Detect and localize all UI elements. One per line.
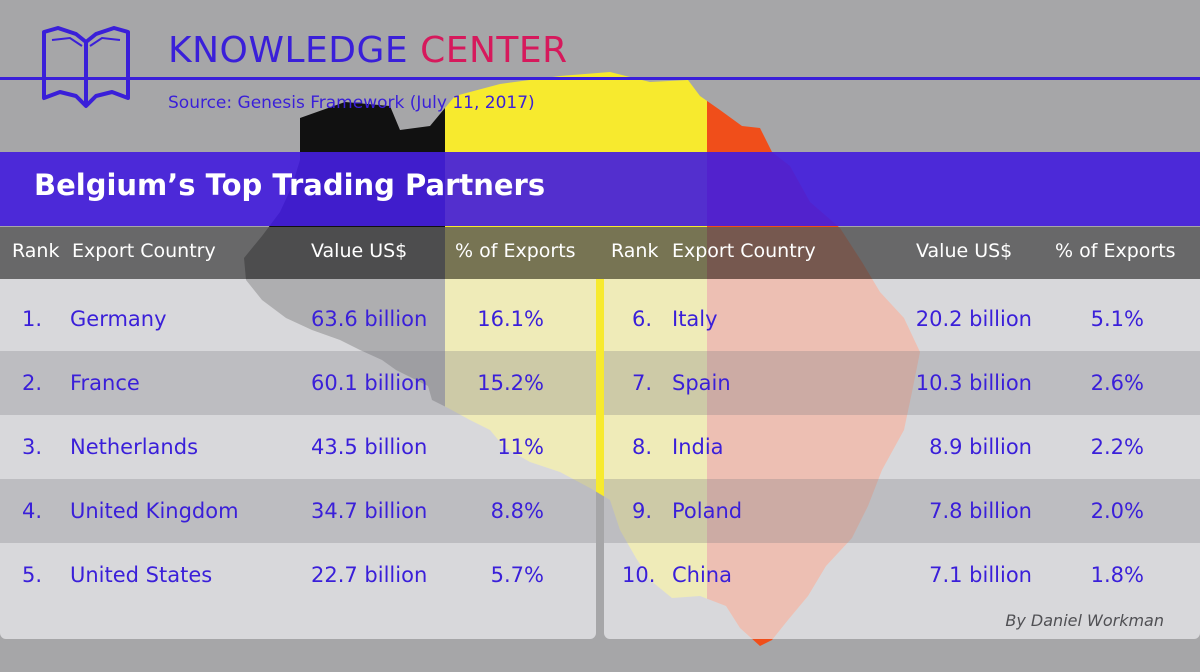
value-cell: 63.6 billion (311, 307, 428, 331)
table-row: 7. Spain 10.3 billion 2.6% (604, 351, 1200, 415)
rank-cell: 5. (22, 563, 43, 587)
share-cell: 1.8% (1090, 563, 1144, 587)
share-cell: 16.1% (477, 307, 544, 331)
value-cell: 43.5 billion (311, 435, 428, 459)
table-row: 4. United Kingdom 34.7 billion 8.8% (0, 479, 596, 543)
share-cell: 2.0% (1090, 499, 1144, 523)
share-cell: 15.2% (477, 371, 544, 395)
country-cell: India (672, 435, 724, 459)
country-cell: Italy (672, 307, 718, 331)
header-rank: Rank (611, 240, 659, 262)
title-banner: Belgium’s Top Trading Partners (0, 152, 1200, 226)
table-row: 2. France 60.1 billion 15.2% (0, 351, 596, 415)
header-country: Export Country (672, 240, 816, 262)
open-book-icon (42, 26, 130, 108)
header-country: Export Country (72, 240, 216, 262)
source-line: Source: Genesis Framework (July 11, 2017… (168, 93, 535, 113)
table-row: 5. United States 22.7 billion 5.7% (0, 543, 596, 607)
country-cell: United Kingdom (70, 499, 239, 523)
table-row: 10. China 7.1 billion 1.8% (604, 543, 1200, 607)
table-row: 3. Netherlands 43.5 billion 11% (0, 415, 596, 479)
trading-table-right: 6. Italy 20.2 billion 5.1% 7. Spain 10.3… (604, 279, 1200, 639)
rank-cell: 4. (22, 499, 43, 523)
country-cell: Netherlands (70, 435, 199, 459)
trading-table-left: 1. Germany 63.6 billion 16.1% 2. France … (0, 279, 596, 639)
brand-title: KNOWLEDGE CENTER (168, 30, 568, 71)
country-cell: Poland (672, 499, 743, 523)
value-cell: 20.2 billion (915, 307, 1032, 331)
page-title: Belgium’s Top Trading Partners (34, 168, 546, 202)
header-value: Value US$ (916, 240, 1013, 262)
country-cell: Spain (672, 371, 731, 395)
rank-cell: 6. (632, 307, 653, 331)
share-cell: 5.1% (1090, 307, 1144, 331)
table-row: 1. Germany 63.6 billion 16.1% (0, 287, 596, 351)
value-cell: 22.7 billion (311, 563, 428, 587)
rank-cell: 3. (22, 435, 43, 459)
table-row: 9. Poland 7.8 billion 2.0% (604, 479, 1200, 543)
header-rule (0, 77, 1200, 80)
column-header-bar: Rank Export Country Value US$ % of Expor… (0, 227, 1200, 279)
country-cell: Germany (70, 307, 167, 331)
rank-cell: 1. (22, 307, 43, 331)
table-row: 6. Italy 20.2 billion 5.1% (604, 287, 1200, 351)
rank-cell: 2. (22, 371, 43, 395)
rank-cell: 7. (632, 371, 653, 395)
value-cell: 7.1 billion (929, 563, 1032, 587)
rank-cell: 9. (632, 499, 653, 523)
header-share: % of Exports (1055, 240, 1176, 262)
brand-primary: KNOWLEDGE (168, 30, 409, 71)
country-cell: China (672, 563, 732, 587)
brand-secondary: CENTER (420, 30, 568, 71)
share-cell: 5.7% (490, 563, 544, 587)
share-cell: 11% (497, 435, 544, 459)
share-cell: 2.6% (1090, 371, 1144, 395)
value-cell: 8.9 billion (929, 435, 1032, 459)
value-cell: 34.7 billion (311, 499, 428, 523)
rank-cell: 8. (632, 435, 653, 459)
country-cell: United States (70, 563, 213, 587)
value-cell: 7.8 billion (929, 499, 1032, 523)
value-cell: 10.3 billion (915, 371, 1032, 395)
value-cell: 60.1 billion (311, 371, 428, 395)
share-cell: 8.8% (490, 499, 544, 523)
author-byline: By Daniel Workman (1005, 611, 1164, 630)
country-cell: France (70, 371, 140, 395)
header-rank: Rank (12, 240, 60, 262)
header-share: % of Exports (455, 240, 576, 262)
header-value: Value US$ (311, 240, 408, 262)
rank-cell: 10. (622, 563, 656, 587)
table-row: 8. India 8.9 billion 2.2% (604, 415, 1200, 479)
share-cell: 2.2% (1090, 435, 1144, 459)
